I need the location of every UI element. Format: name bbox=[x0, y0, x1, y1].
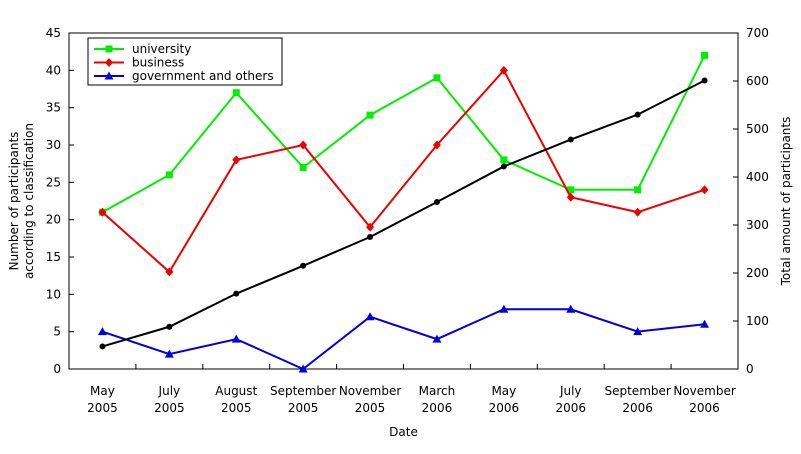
data-point-triangle bbox=[164, 349, 174, 358]
data-point-diamond bbox=[633, 207, 642, 217]
y2-tick-label: 600 bbox=[746, 74, 769, 88]
data-point-circle bbox=[166, 323, 173, 330]
data-point-triangle bbox=[700, 319, 710, 328]
data-point-triangle bbox=[365, 312, 375, 321]
legend-label: business bbox=[132, 56, 184, 70]
data-point-square bbox=[366, 111, 374, 119]
data-point-square bbox=[232, 89, 240, 97]
series-line bbox=[102, 79, 706, 348]
x-tick-label: September 2005 bbox=[270, 384, 336, 415]
data-point-square bbox=[299, 163, 307, 171]
data-point-circle bbox=[300, 262, 307, 269]
data-point-diamond bbox=[700, 185, 709, 195]
axes: 0 5 10 15 20 25 30 35 40 45 0 100 200 300 400 500 600 700… bbox=[7, 26, 793, 439]
data-point-square bbox=[701, 51, 709, 59]
x-tick-label: November 2005 bbox=[339, 384, 401, 415]
y2-tick-label: 100 bbox=[746, 314, 769, 328]
data-point-diamond bbox=[499, 65, 508, 75]
series-line bbox=[102, 308, 705, 371]
x-tick-label: November 2006 bbox=[673, 384, 735, 415]
series-3 bbox=[99, 77, 708, 350]
data-point-circle bbox=[99, 343, 106, 350]
data-point-triangle bbox=[633, 327, 643, 336]
series-2 bbox=[97, 304, 710, 373]
data-point-square bbox=[433, 74, 441, 82]
data-point-circle bbox=[500, 163, 507, 170]
data-point-square bbox=[500, 156, 508, 164]
data-point-triangle bbox=[97, 327, 107, 336]
data-point-diamond bbox=[98, 207, 107, 217]
y-tick-label: 5 bbox=[53, 325, 61, 339]
y2-tick-label: 200 bbox=[746, 266, 769, 280]
y2-axis-title: Total amount of participants bbox=[779, 117, 793, 287]
data-point-diamond bbox=[432, 140, 441, 150]
y-tick-label: 40 bbox=[46, 63, 61, 77]
data-point-square bbox=[105, 45, 113, 53]
data-point-circle bbox=[433, 198, 440, 205]
x-tick-label: September 2006 bbox=[604, 384, 670, 415]
data-point-triangle bbox=[432, 334, 442, 343]
data-point-diamond bbox=[105, 58, 113, 67]
y2-tick-label: 400 bbox=[746, 170, 769, 184]
data-point-square bbox=[634, 186, 642, 194]
data-point-diamond bbox=[299, 140, 308, 150]
series-line bbox=[101, 68, 705, 274]
data-point-diamond bbox=[366, 222, 375, 232]
y2-tick-label: 300 bbox=[746, 218, 769, 232]
y-tick-label: 35 bbox=[46, 101, 61, 115]
y-tick-label: 0 bbox=[53, 362, 61, 376]
y-tick-label: 10 bbox=[46, 287, 61, 301]
y-tick-label: 25 bbox=[46, 175, 61, 189]
series-line bbox=[101, 54, 706, 214]
y-tick-label: 45 bbox=[46, 26, 61, 40]
y2-tick-label: 700 bbox=[746, 26, 769, 40]
series-layer bbox=[97, 51, 710, 373]
x-tick-label: August 2005 bbox=[215, 384, 257, 415]
data-point-square bbox=[567, 186, 575, 194]
y-axis-title: Number of participantsaccording to class… bbox=[7, 123, 36, 279]
series-1 bbox=[98, 65, 709, 277]
x-axis-title: Date bbox=[389, 425, 418, 439]
y2-tick-label: 0 bbox=[746, 362, 754, 376]
data-point-circle bbox=[233, 290, 240, 297]
data-point-circle bbox=[567, 136, 574, 143]
y-tick-label: 30 bbox=[46, 138, 61, 152]
data-point-circle bbox=[634, 111, 641, 118]
data-point-circle bbox=[701, 77, 708, 84]
x-tick-label: March 2006 bbox=[419, 384, 456, 415]
x-tick-label: July 2006 bbox=[555, 384, 586, 415]
data-point-square bbox=[165, 171, 173, 179]
x-tick-label: May 2005 bbox=[87, 384, 118, 415]
y-tick-label: 15 bbox=[46, 250, 61, 264]
data-point-diamond bbox=[566, 192, 575, 202]
data-point-triangle bbox=[104, 71, 114, 80]
data-point-triangle bbox=[499, 304, 509, 313]
data-point-diamond bbox=[232, 155, 241, 165]
legend-label: government and others bbox=[132, 69, 274, 83]
y2-tick-label: 500 bbox=[746, 122, 769, 136]
y-tick-label: 20 bbox=[46, 213, 61, 227]
x-tick-label: July 2005 bbox=[154, 384, 185, 415]
x-tick-label: May 2006 bbox=[489, 384, 520, 415]
data-point-triangle bbox=[298, 364, 308, 373]
legend-label: university bbox=[132, 42, 191, 56]
data-point-triangle bbox=[566, 304, 576, 313]
data-point-diamond bbox=[165, 267, 174, 277]
data-point-triangle bbox=[231, 334, 241, 343]
data-point-circle bbox=[367, 234, 374, 240]
